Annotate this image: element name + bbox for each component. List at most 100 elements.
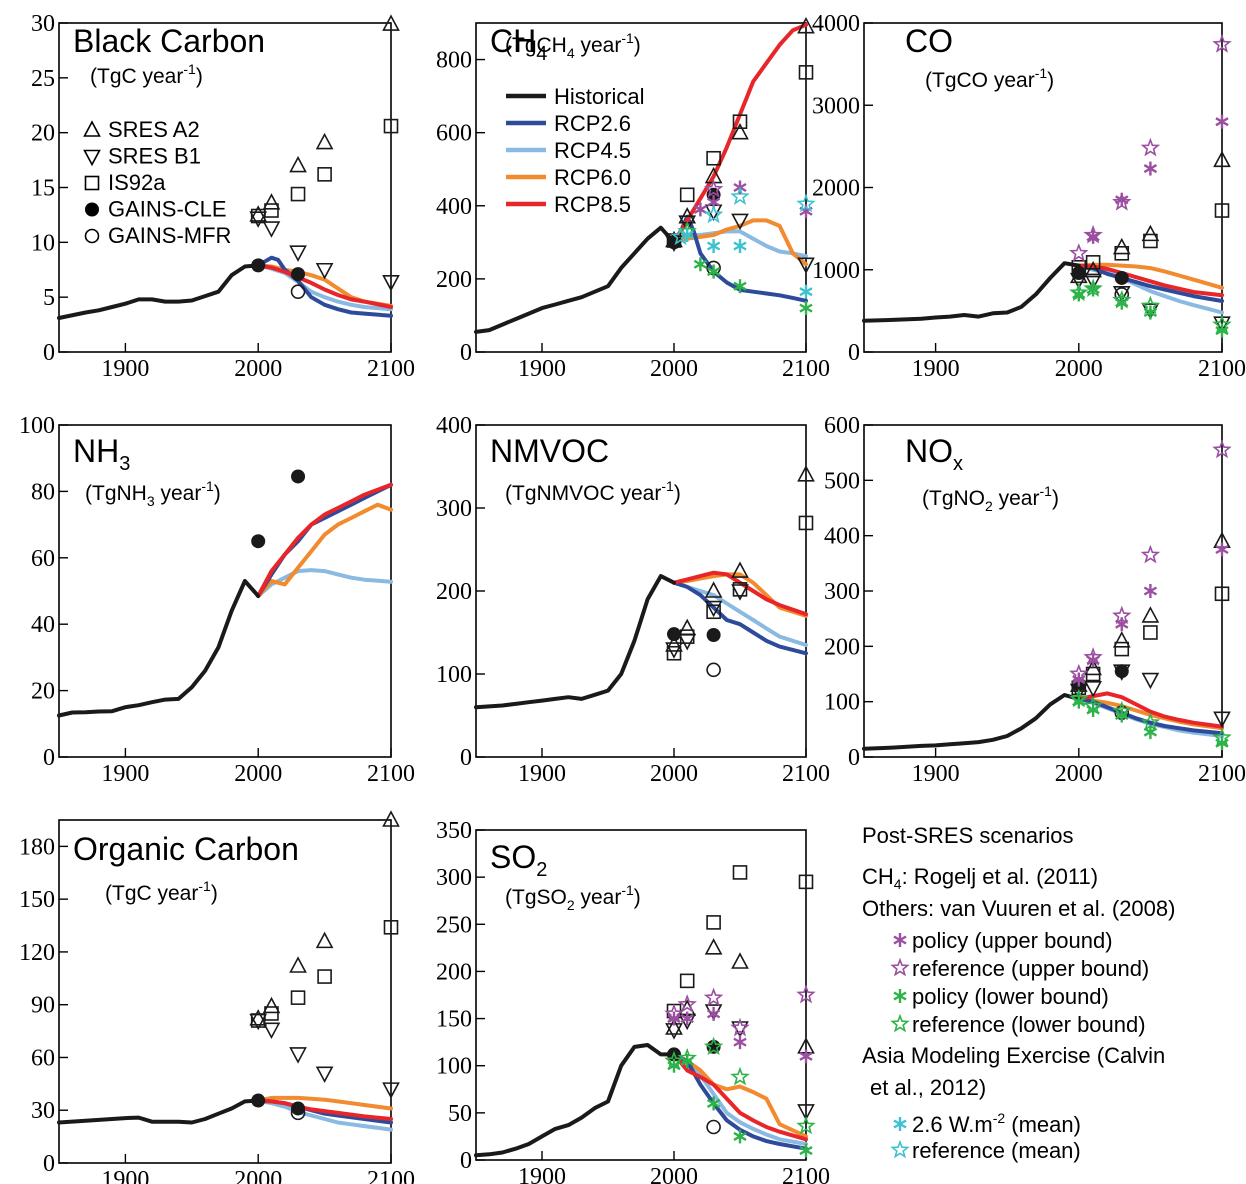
- y-tick-label: 400: [824, 524, 860, 550]
- y-tick-label: 40: [31, 612, 55, 638]
- y-tick-label: 150: [436, 1007, 472, 1033]
- note-others-ref: Others: van Vuuren et al. (2008): [862, 896, 1175, 921]
- marker-tri_up: [1141, 224, 1160, 242]
- marker-square: [798, 874, 814, 890]
- x-tick-label: 2000: [650, 1164, 698, 1184]
- y-tick-label: 0: [460, 745, 472, 771]
- marker-square: [706, 915, 721, 930]
- y-tick-label: 350: [436, 818, 472, 844]
- marker-tri_up: [382, 810, 400, 827]
- panel-title: NMVOC: [490, 433, 609, 469]
- marker-dot: [706, 627, 721, 642]
- legend-label: RCP8.5: [554, 192, 631, 217]
- y-tick-label: 800: [436, 48, 472, 74]
- y-tick-label: 180: [19, 834, 55, 860]
- marker-tri_up: [731, 122, 749, 140]
- series-line-rcp85: [672, 22, 808, 245]
- legend-label: SRES B1: [108, 144, 201, 169]
- x-tick-label: 1900: [912, 356, 960, 382]
- y-tick-label: 400: [436, 194, 472, 220]
- series-line-rcp85: [672, 1052, 808, 1142]
- marker-tri_down: [382, 275, 400, 292]
- marker-star6: [1143, 725, 1158, 740]
- marker-star5: [796, 1115, 816, 1135]
- marker-dot: [251, 1093, 266, 1108]
- marker-star5: [664, 1003, 684, 1023]
- series-line-rcp85: [256, 1098, 393, 1121]
- marker-square: [732, 582, 748, 597]
- marker-square: [706, 150, 721, 166]
- y-tick-label: 0: [43, 1151, 55, 1177]
- marker-square: [383, 919, 399, 935]
- marker-tri_up: [1141, 606, 1160, 623]
- y-tick-label: 60: [31, 1045, 55, 1071]
- y-tick-label: 1000: [812, 258, 860, 284]
- note-marker: [893, 1117, 907, 1131]
- marker-square: [1085, 666, 1101, 682]
- legend-label: Historical: [554, 84, 644, 109]
- marker-square: [1214, 203, 1230, 218]
- y-tick-label: 200: [824, 634, 860, 660]
- legend-label: RCP6.0: [554, 165, 631, 190]
- marker-tri_down: [262, 1022, 281, 1040]
- marker-star5: [1069, 243, 1089, 262]
- y-tick-label: 100: [19, 413, 55, 439]
- marker-tri_up: [249, 205, 268, 222]
- panel-unit: (TgSO2 year-1): [505, 882, 641, 913]
- marker-square: [1143, 625, 1158, 640]
- panel-unit: (TgNMVOC year-1): [505, 478, 681, 505]
- marker-star5: [1069, 688, 1089, 708]
- y-tick-label: 100: [436, 1054, 472, 1080]
- y-tick-label: 0: [43, 340, 55, 366]
- marker-square: [679, 187, 695, 203]
- note-item-label: reference (upper bound): [912, 956, 1149, 981]
- series-line-historical: [474, 225, 676, 334]
- x-tick-label: 2000: [1055, 356, 1103, 382]
- y-tick-label: 400: [436, 413, 472, 439]
- marker-square: [679, 629, 695, 644]
- marker-star5: [730, 186, 750, 205]
- y-tick-label: 150: [19, 887, 55, 913]
- note-ch4-ref: CH4: Rogelj et al. (2011): [862, 864, 1098, 892]
- scenario-notes: Post-SRES scenarios CH4: Rogelj et al. (…: [862, 823, 1175, 1163]
- panel-title: CH4: [490, 23, 547, 65]
- y-tick-label: 200: [436, 959, 472, 985]
- legend-label: RCP2.6: [554, 111, 631, 136]
- panel-4: 1900 2000 2100 0 20 40 60 80 100 NH3(TgNH3 year-1…: [19, 413, 415, 787]
- x-tick-label: 2100: [782, 356, 830, 382]
- legend-label: GAINS-MFR: [108, 223, 231, 248]
- marker-square: [290, 186, 306, 202]
- marker-square: [1214, 586, 1230, 602]
- marker-circle: [706, 1119, 721, 1135]
- x-tick-label: 2100: [1198, 761, 1246, 787]
- marker-dot: [251, 258, 266, 273]
- marker-star5: [1140, 137, 1161, 157]
- panel-title: CO: [905, 23, 953, 59]
- note-marker: [893, 933, 907, 947]
- marker-star6: [733, 1035, 747, 1050]
- y-tick-label: 200: [436, 267, 472, 293]
- x-tick-label: 1900: [518, 761, 566, 787]
- marker-star5: [677, 1047, 697, 1067]
- note-item-label: 2.6 W.m-2 (mean): [912, 1110, 1081, 1137]
- panel-unit: (TgCO year-1): [925, 65, 1054, 92]
- note-marker: [890, 957, 910, 977]
- plot-frame: [58, 424, 392, 758]
- y-tick-label: 30: [31, 11, 55, 37]
- marker-dot: [251, 534, 266, 549]
- marker-star5: [1140, 295, 1161, 315]
- series-line-historical: [862, 693, 1081, 751]
- series-line-rcp60: [256, 1095, 393, 1111]
- marker-tri_up: [289, 155, 307, 173]
- marker-tri_up: [678, 618, 697, 636]
- y-tick-label: 300: [436, 865, 472, 891]
- legend-label: SRES A2: [108, 117, 200, 142]
- marker-star6: [799, 301, 813, 316]
- marker-square: [679, 973, 695, 989]
- marker-star6: [733, 279, 747, 294]
- y-tick-label: 120: [19, 940, 55, 966]
- y-tick-label: 200: [436, 579, 472, 605]
- note-ame: Asia Modeling Exercise (Calvin: [862, 1043, 1165, 1068]
- marker-tri_up: [797, 16, 815, 34]
- marker-star5: [1140, 712, 1161, 732]
